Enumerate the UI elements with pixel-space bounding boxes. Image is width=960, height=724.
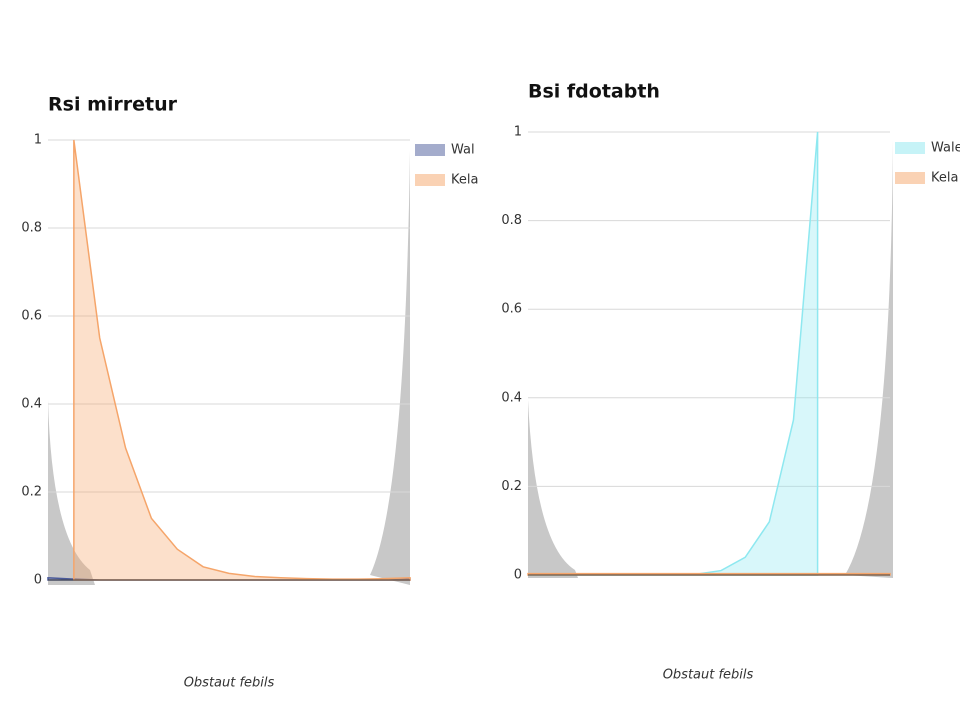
legend-swatch <box>895 172 925 184</box>
legend-label: Wal <box>451 143 475 158</box>
chart-right: Bsi fdotabth Obstaut febils 0 0.2 0.4 0.6 0.8 1… <box>501 81 960 683</box>
chart-title: Rsi mirretur <box>48 94 178 116</box>
y-tick-label: 0.4 <box>21 397 42 412</box>
x-axis-label: Obstaut febils <box>663 668 754 683</box>
y-tick-label: 0 <box>34 573 42 588</box>
y-tick-label: 0.6 <box>21 309 42 324</box>
legend-label: Kela <box>451 173 478 188</box>
chart-title: Bsi fdotabth <box>528 81 660 103</box>
y-tick-label: 1 <box>514 125 522 140</box>
y-tick-label: 0.2 <box>501 479 522 494</box>
legend-swatch <box>415 174 445 186</box>
decor <box>48 400 95 585</box>
legend-label: Wale <box>931 141 960 156</box>
decor <box>845 140 893 578</box>
decor <box>528 400 578 578</box>
x-axis-label: Obstaut febils <box>184 676 275 691</box>
legend-swatch <box>895 142 925 154</box>
y-tick-label: 0.4 <box>501 390 522 405</box>
area <box>73 139 411 581</box>
chart-left: Rsi mirretur Obstaut febils 0 0.2 0.4 0.6 0.8 1… <box>21 94 478 691</box>
y-tick-label: 0.8 <box>21 221 42 236</box>
area <box>528 131 819 576</box>
y-tick-label: 0.8 <box>501 213 522 228</box>
legend-swatch <box>415 144 445 156</box>
y-tick-label: 0 <box>514 568 522 583</box>
legend-label: Kela <box>931 171 958 186</box>
y-tick-label: 0.6 <box>501 302 522 317</box>
y-tick-label: 1 <box>34 133 42 148</box>
y-tick-label: 0.2 <box>21 485 42 500</box>
decor <box>370 150 410 585</box>
